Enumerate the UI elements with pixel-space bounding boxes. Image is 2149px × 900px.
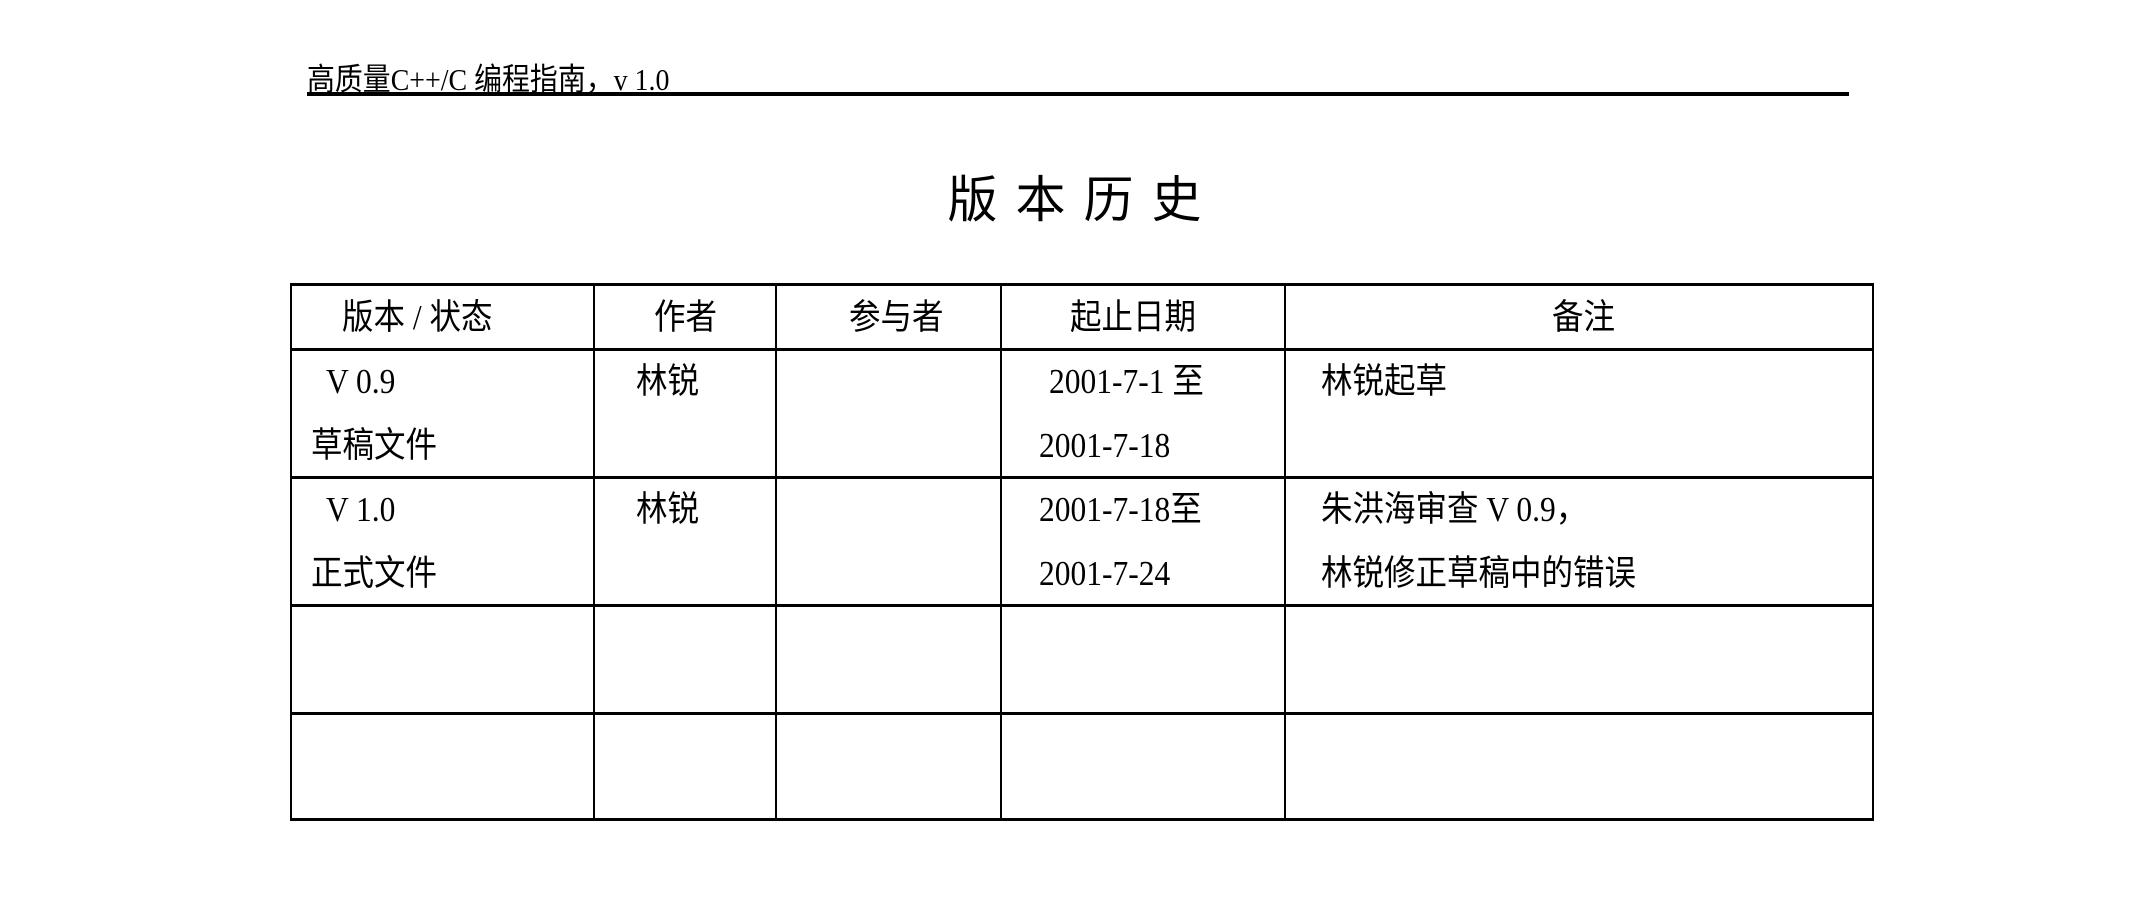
column-header-notes: 备注 <box>1552 298 1616 337</box>
status-cell: 草稿文件 <box>311 426 438 465</box>
column-divider <box>1284 284 1286 820</box>
date-start-cell: 2001-7-1 至 <box>1049 362 1204 401</box>
table-border-right <box>1872 284 1874 820</box>
notes-cell: 朱洪海审查 V 0.9， <box>1321 490 1588 529</box>
notes-cell: 林锐修正草稿中的错误 <box>1321 554 1637 593</box>
version-cell: V 0.9 <box>326 362 396 401</box>
header-rule <box>307 92 1849 96</box>
version-cell: V 1.0 <box>326 490 396 529</box>
column-header-dates: 起止日期 <box>1070 298 1197 337</box>
running-header: 高质量C++/C 编程指南，v 1.0 <box>307 62 670 97</box>
table-divider <box>290 604 1874 607</box>
column-divider <box>593 284 595 820</box>
date-end-cell: 2001-7-24 <box>1039 554 1171 593</box>
table-border-left <box>290 284 292 820</box>
column-header-author: 作者 <box>654 298 718 337</box>
author-cell: 林锐 <box>636 490 700 529</box>
table-divider <box>290 348 1874 351</box>
status-cell: 正式文件 <box>311 554 438 593</box>
table-divider <box>290 712 1874 715</box>
column-header-version: 版本 / 状态 <box>342 298 493 337</box>
date-end-cell: 2001-7-18 <box>1039 426 1171 465</box>
date-start-cell: 2001-7-18至 <box>1039 490 1202 529</box>
page-title: 版本历史 <box>947 172 1220 228</box>
column-header-participants: 参与者 <box>849 298 944 337</box>
column-divider <box>1000 284 1002 820</box>
notes-cell: 林锐起草 <box>1321 362 1448 401</box>
author-cell: 林锐 <box>636 362 700 401</box>
column-divider <box>775 284 777 820</box>
table-border-bottom <box>290 818 1874 821</box>
table-divider <box>290 476 1874 479</box>
table-border-top <box>290 283 1874 286</box>
